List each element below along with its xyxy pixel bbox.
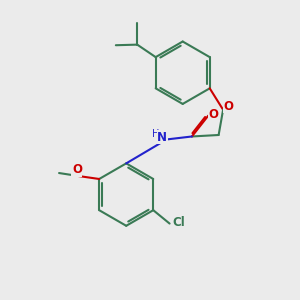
Text: Cl: Cl (172, 217, 185, 230)
Text: O: O (208, 108, 219, 121)
Text: N: N (157, 130, 167, 144)
Text: O: O (224, 100, 233, 113)
Text: O: O (72, 163, 82, 176)
Text: H: H (152, 129, 159, 139)
